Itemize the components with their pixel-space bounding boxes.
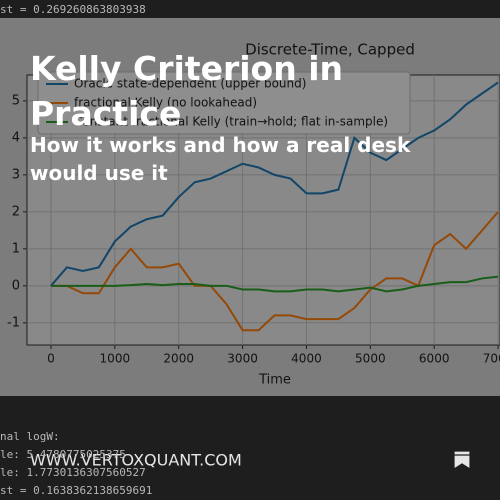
legend-box: [37, 71, 411, 135]
y-tick-label: 5: [12, 93, 20, 108]
x-tick-label: 1000: [100, 352, 131, 366]
legend-label: Oracle state-dependent (upper bound): [74, 77, 306, 91]
chart: Discrete-Time, Capped -1 0 1 2 3 4 5 0 1000 2000 30…: [0, 18, 500, 396]
x-tick-label: 3000: [227, 352, 258, 366]
console-line: st = 0.1638362138659691: [0, 484, 152, 497]
x-axis-label: Time: [258, 373, 291, 388]
console-line: nal logW:: [0, 430, 60, 443]
legend-label: Constant fractional Kelly (train→hold; f…: [74, 115, 388, 129]
overlay: [0, 18, 500, 396]
card-subtitle: How it works and how a real desk would us…: [30, 133, 411, 185]
site-url: WWW.VERTOXQUANT.COM: [30, 451, 242, 470]
x-tick-label: 6000: [419, 352, 450, 366]
y-tick-label: 0: [12, 278, 20, 293]
x-tick-label: 5000: [355, 352, 386, 366]
x-tick-label: 4000: [291, 352, 322, 366]
card-title: Kelly Criterion in Practice: [30, 49, 343, 133]
y-tick-label: 1: [12, 241, 20, 256]
y-tick-label: 3: [12, 167, 20, 182]
console-line: le: 5.4780775025375: [0, 448, 126, 461]
bookmark-icon: [453, 450, 471, 471]
y-tick-label: 2: [12, 204, 20, 219]
series-line: [50, 81, 499, 287]
y-tick-label: 4: [12, 130, 20, 145]
x-tick-label: 7000: [483, 352, 500, 366]
series-line: [50, 211, 499, 332]
chart-title: Discrete-Time, Capped: [245, 41, 415, 59]
series-line: [50, 275, 499, 293]
x-tick-label: 0: [47, 352, 55, 366]
console-line: le: 1.7730136307560527: [0, 466, 146, 479]
legend-label: fractional Kelly (no lookahead): [74, 96, 257, 110]
x-tick-label: 2000: [163, 352, 194, 366]
console-line: st = 0.269260863803938: [0, 3, 146, 16]
y-tick-label: -1: [7, 315, 20, 330]
